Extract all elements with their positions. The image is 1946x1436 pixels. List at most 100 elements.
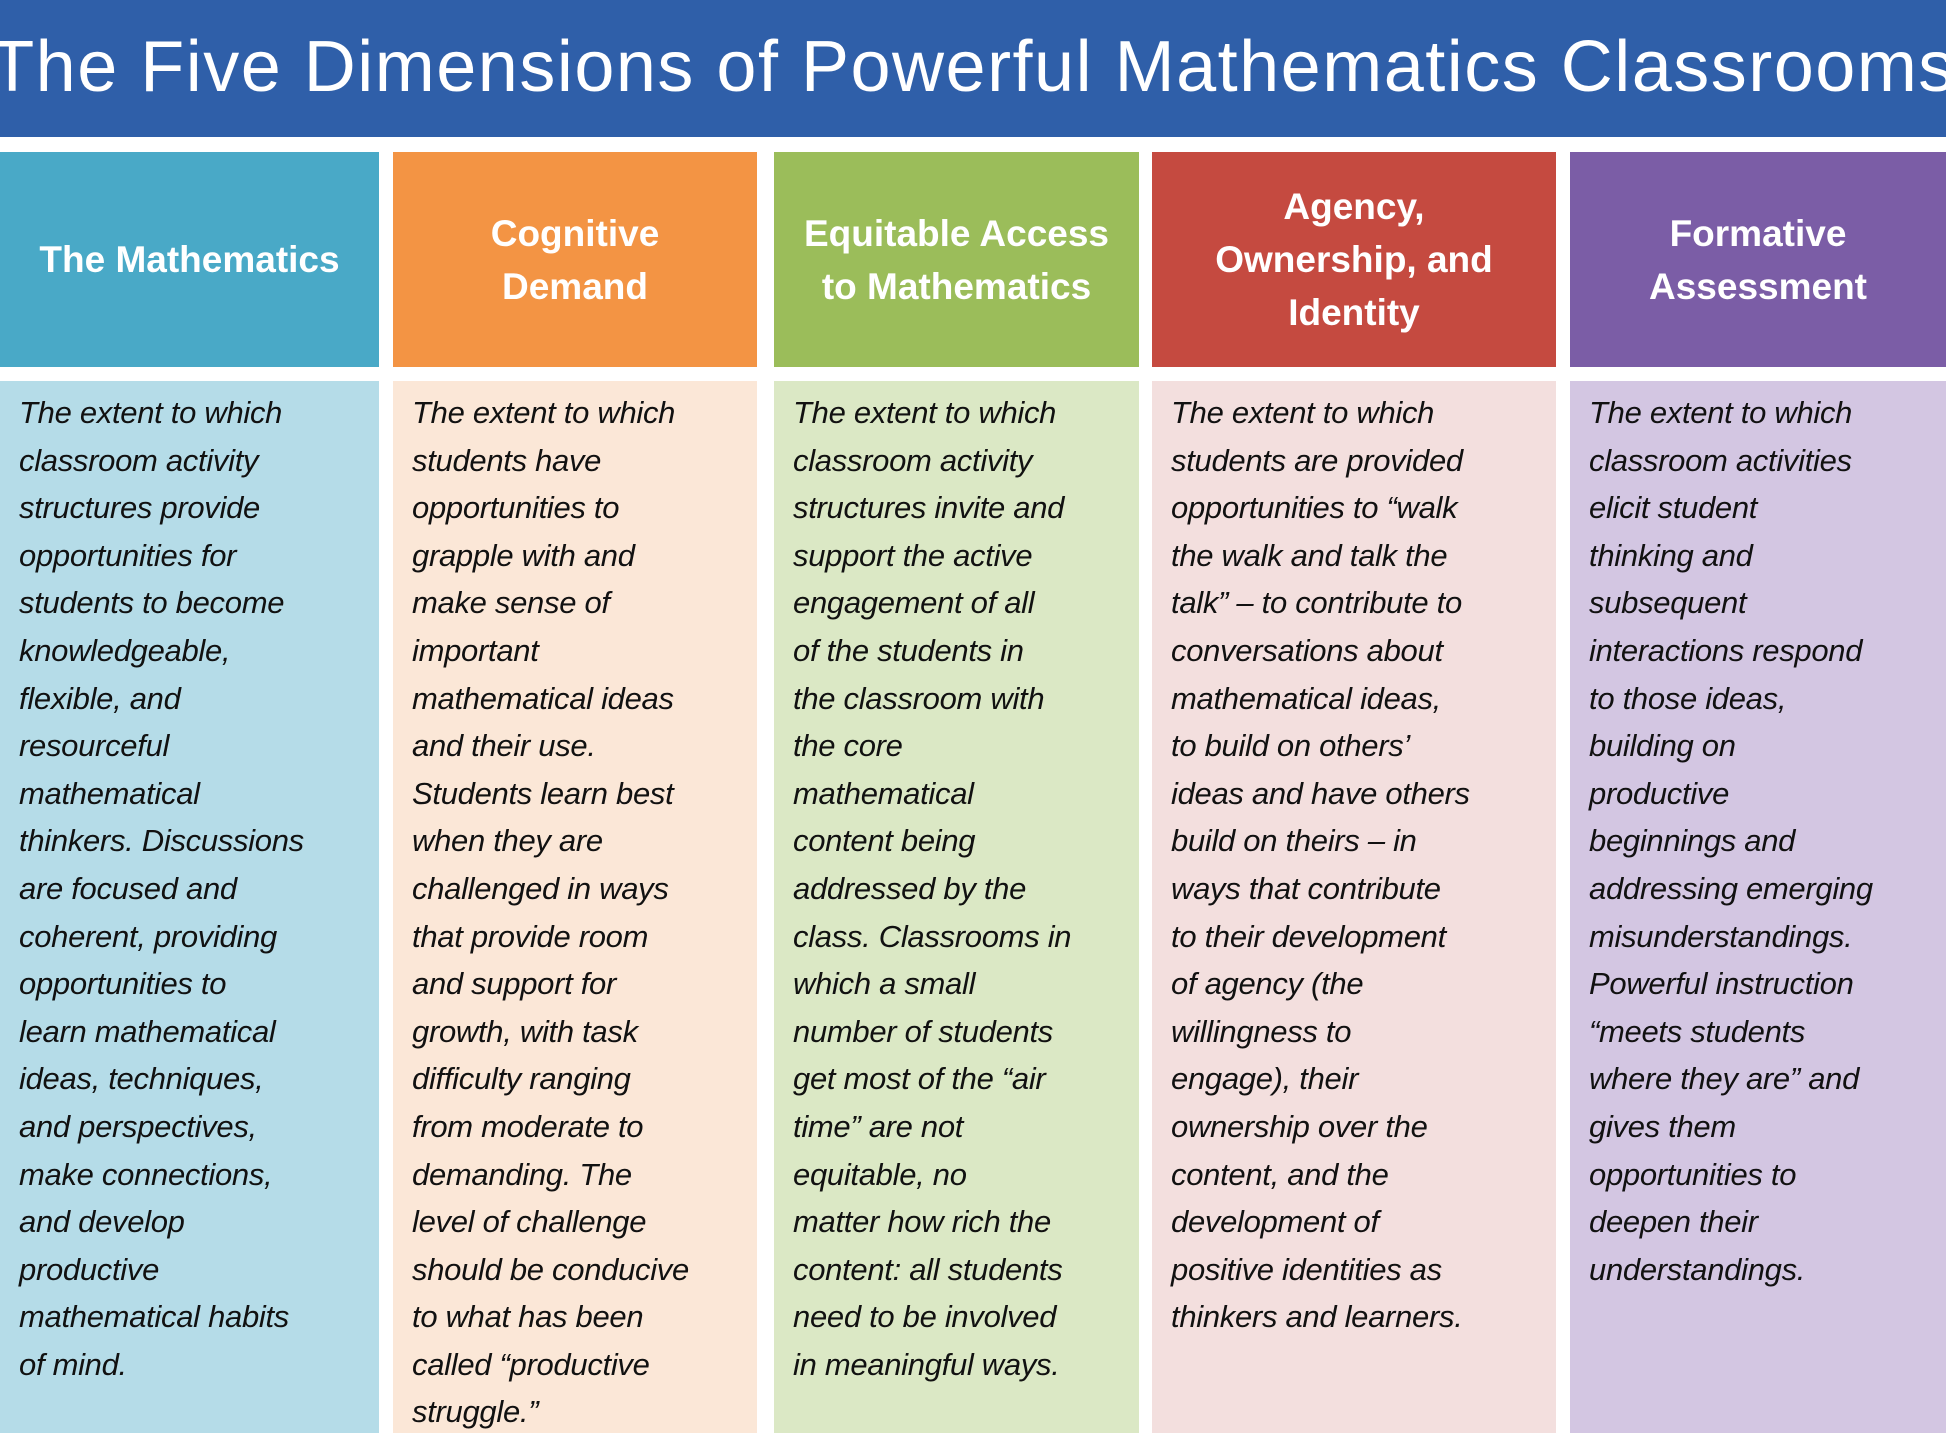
description-line: and perspectives, [19,1108,257,1144]
description-line: of the students in [793,632,1024,668]
description-line: thinking and [1589,537,1753,573]
description-line: when they are [412,823,603,859]
description-line: growth, with task [412,1013,638,1049]
heading-line: Assessment [1648,265,1867,307]
heading-line: Formative [1669,212,1847,254]
description-line: students have [412,442,602,478]
description-line: equitable, no [793,1156,967,1192]
heading-line: Equitable Access [803,212,1110,254]
description-line: development of [1171,1204,1379,1240]
description-line: of agency (the [1171,966,1364,1002]
description-line: gives them [1589,1108,1736,1144]
description-line: “meets students [1589,1013,1806,1049]
description-line: level of challenge [412,1204,647,1240]
description-line: conversations about [1171,632,1443,668]
description-line: opportunities to [412,490,620,526]
description-line: of mind. [19,1346,127,1382]
description-line: classroom activities [1589,442,1852,478]
description-line: positive identities as [1171,1251,1442,1287]
description-line: opportunities for [19,537,237,573]
description-line: content, and the [1171,1156,1389,1192]
description-line: matter how rich the [793,1204,1051,1240]
description-line: from moderate to [412,1108,644,1144]
description-line: mathematical ideas, [1171,680,1441,716]
description-line: opportunities to [1589,1156,1797,1192]
heading-line: Identity [1288,292,1420,333]
description-line: need to be involved [793,1299,1057,1335]
description-line: interactions respond [1589,632,1863,668]
description-line: class. Classrooms in [793,918,1072,954]
description-line: ownership over the [1171,1108,1428,1144]
description-line: thinkers. Discussions [19,823,304,859]
description-line: resourceful [19,728,170,764]
description-line: are focused and [19,870,237,906]
description-line: students are provided [1171,442,1463,478]
description-line: ideas, techniques, [19,1061,264,1097]
heading-line: Demand [502,265,648,307]
column-agency-ownership-identity: Agency, Ownership, and Identity The extent … [1152,152,1556,1433]
description-line: thinkers and learners. [1171,1299,1463,1335]
description-line: addressed by the [793,870,1027,906]
description-line: structures provide [19,490,260,526]
description-line: mathematical ideas [412,680,674,716]
column-description: The extent to which students are provided… [1152,381,1556,1433]
column-description: The extent to which classroom activity str… [0,381,379,1433]
column-heading-box: Cognitive Demand [393,152,757,367]
column-description: The extent to which classroom activity str… [774,381,1139,1433]
column-heading-box: Formative Assessment [1570,152,1946,367]
page-title: The Five Dimensions of Powerful Mathemat… [0,26,1946,107]
description-line: and support for [412,966,617,1002]
description-line: that provide room [412,918,649,954]
description-line: subsequent [1589,585,1747,621]
description-line: coherent, providing [19,918,277,954]
description-line: ways that contribute [1171,870,1441,906]
description-line: The extent to which [19,395,283,430]
column-heading: Formative Assessment [1649,207,1867,313]
description-line: misunderstandings. [1589,918,1853,954]
column-heading: Cognitive Demand [491,207,660,313]
description-line: get most of the “air [793,1061,1046,1097]
description-line: where they are” and [1589,1061,1860,1097]
description-line: make sense of [412,585,610,621]
description-line: building on [1589,728,1736,764]
column-the-mathematics: The Mathematics The extent to which classr… [0,152,379,1433]
description-line: to their development [1171,918,1446,954]
column-formative-assessment: Formative Assessment The extent to which cl… [1570,152,1946,1433]
description-line: called “productive [412,1346,650,1382]
description-line: in meaningful ways. [793,1346,1060,1382]
description-line: mathematical [793,775,974,811]
description-line: ideas and have others [1171,775,1470,811]
description-line: the walk and talk the [1171,537,1448,573]
description-line: understandings. [1589,1251,1806,1287]
description-line: to those ideas, [1589,680,1787,716]
description-line: the classroom with [793,680,1045,716]
description-line: beginnings and [1589,823,1796,859]
description-line: addressing emerging [1589,870,1873,906]
description-line: willingness to [1171,1013,1352,1049]
description-line: which a small [793,966,976,1002]
description-line: knowledgeable, [19,632,231,668]
column-equitable-access: Equitable Access to Mathematics The extent… [774,152,1139,1433]
description-line: and their use. [412,728,596,764]
description-line: talk” – to contribute to [1171,585,1462,621]
heading-line: to Mathematics [821,265,1092,307]
description-line: engage), their [1171,1061,1359,1097]
description-line: productive [19,1251,160,1287]
column-heading-box: Agency, Ownership, and Identity [1152,152,1556,367]
description-line: to build on others’ [1171,728,1411,764]
description-line: opportunities to [19,966,227,1002]
heading-line: Cognitive [490,212,660,254]
description-line: The extent to which [412,395,676,430]
description-line: should be conducive [412,1251,689,1287]
description-line: to what has been [412,1299,644,1335]
description-line: support the active [793,537,1033,573]
heading-line: Ownership, and [1215,239,1493,280]
description-line: The extent to which [793,395,1057,430]
description-line: deepen their [1589,1204,1758,1240]
column-heading: Equitable Access to Mathematics [804,207,1109,313]
description-line: The extent to which [1171,395,1435,430]
description-line: content: all students [793,1251,1063,1287]
description-line: flexible, and [19,680,181,716]
description-line: Students learn best [412,775,674,811]
description-line: engagement of all [793,585,1035,621]
